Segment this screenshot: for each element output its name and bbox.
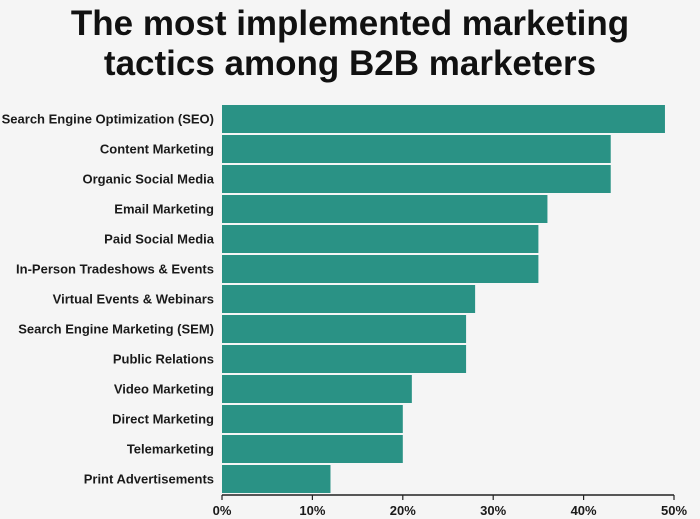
x-tick-label: 40%	[571, 503, 597, 518]
category-label: Direct Marketing	[112, 412, 214, 427]
bar	[222, 315, 467, 343]
category-label: In-Person Tradeshows & Events	[16, 262, 214, 277]
bar	[222, 285, 476, 313]
category-label: Email Marketing	[114, 202, 214, 217]
chart-title-line-1: The most implemented marketing	[70, 4, 630, 43]
category-label: Organic Social Media	[83, 172, 215, 187]
bar	[222, 225, 539, 253]
category-label: Content Marketing	[100, 142, 214, 157]
bar	[222, 105, 665, 133]
category-label: Search Engine Marketing (SEM)	[18, 322, 214, 337]
x-tick-label: 0%	[213, 503, 232, 518]
chart-title: The most implemented marketing tactics a…	[0, 4, 700, 84]
category-label: Search Engine Optimization (SEO)	[2, 112, 214, 127]
bar	[222, 135, 611, 163]
category-label: Virtual Events & Webinars	[53, 292, 214, 307]
x-tick-label: 20%	[390, 503, 416, 518]
x-tick-label: 10%	[299, 503, 325, 518]
x-tick-label: 50%	[661, 503, 687, 518]
category-label: Paid Social Media	[104, 232, 215, 247]
x-tick-label: 30%	[480, 503, 506, 518]
category-label: Print Advertisements	[84, 472, 214, 487]
category-label: Telemarketing	[127, 442, 214, 457]
bar	[222, 405, 403, 433]
chart-title-line-2: tactics among B2B marketers	[103, 44, 597, 83]
category-label: Public Relations	[113, 352, 214, 367]
bar	[222, 345, 467, 373]
bar	[222, 465, 331, 493]
bar	[222, 195, 548, 223]
category-label: Video Marketing	[114, 382, 214, 397]
bar	[222, 375, 412, 403]
bar	[222, 165, 611, 193]
bar	[222, 435, 403, 463]
bar	[222, 255, 539, 283]
